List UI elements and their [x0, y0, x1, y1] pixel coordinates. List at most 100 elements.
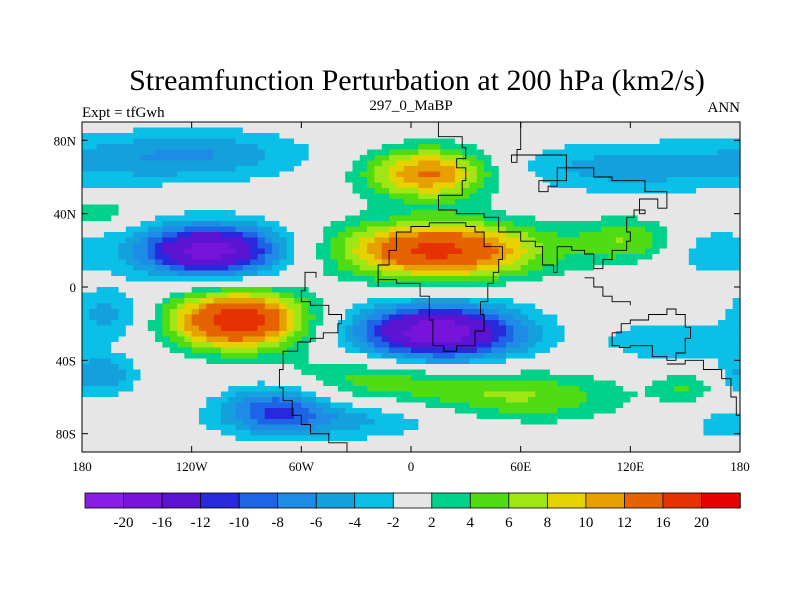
contour-cell: [608, 160, 617, 167]
contour-cell: [330, 276, 339, 283]
contour-cell: [579, 254, 588, 261]
contour-cell: [220, 331, 229, 338]
contour-cell: [659, 369, 668, 376]
contour-cell: [242, 254, 251, 261]
contour-cell: [557, 287, 566, 294]
contour-cell: [630, 303, 639, 310]
contour-cell: [506, 325, 514, 332]
contour-cell: [447, 336, 456, 343]
contour-cell: [155, 254, 164, 261]
contour-cell: [381, 210, 390, 217]
contour-cell: [586, 391, 595, 398]
contour-cell: [396, 281, 405, 288]
contour-cell: [396, 292, 405, 299]
contour-cell: [389, 237, 397, 244]
contour-cell: [688, 182, 697, 189]
contour-cell: [250, 331, 259, 338]
contour-cell: [652, 210, 661, 217]
contour-cell: [586, 122, 595, 129]
contour-cell: [513, 331, 522, 338]
contour-cell: [184, 402, 193, 409]
contour-cell: [564, 232, 573, 239]
contour-cell: [147, 144, 156, 151]
contour-cell: [674, 314, 683, 321]
contour-cell: [162, 138, 171, 145]
contour-cell: [579, 391, 588, 398]
contour-cell: [659, 413, 668, 420]
contour-cell: [608, 397, 617, 404]
contour-cell: [403, 149, 412, 156]
contour-cell: [111, 309, 120, 316]
contour-cell: [96, 391, 105, 398]
contour-cell: [381, 298, 390, 305]
contour-cell: [184, 193, 193, 200]
contour-cell: [644, 380, 653, 387]
contour-cell: [637, 133, 646, 140]
contour-cell: [235, 386, 244, 393]
contour-cell: [235, 347, 244, 354]
contour-cell: [272, 243, 280, 250]
contour-cell: [688, 160, 697, 167]
contour-cell: [681, 215, 690, 222]
contour-cell: [527, 122, 536, 129]
contour-cell: [454, 402, 463, 409]
contour-cell: [250, 386, 259, 393]
contour-cell: [527, 419, 536, 426]
contour-cell: [462, 364, 471, 371]
contour-cell: [337, 270, 346, 277]
contour-cell: [659, 303, 668, 310]
contour-cell: [542, 232, 551, 239]
contour-cell: [315, 270, 324, 277]
contour-cell: [411, 199, 419, 206]
contour-cell: [637, 364, 646, 371]
contour-cell: [703, 254, 712, 261]
contour-cell: [140, 155, 149, 162]
contour-cell: [425, 397, 434, 404]
contour-cell: [220, 380, 229, 387]
contour-cell: [206, 171, 215, 178]
contour-cell: [337, 353, 346, 360]
contour-cell: [593, 122, 602, 129]
contour-cell: [242, 276, 251, 283]
contour-cell: [732, 133, 741, 140]
contour-cell: [264, 204, 273, 211]
contour-cell: [513, 254, 522, 261]
contour-cell: [264, 199, 273, 206]
contour-cell: [177, 287, 185, 294]
contour-cell: [432, 259, 441, 266]
contour-cell: [535, 210, 544, 217]
contour-cell: [140, 193, 149, 200]
contour-cell: [220, 413, 229, 420]
contour-cell: [725, 215, 734, 222]
contour-cell: [718, 358, 726, 365]
contour-cell: [659, 419, 668, 426]
contour-cell: [242, 221, 251, 228]
contour-cell: [213, 309, 222, 316]
contour-cell: [257, 243, 266, 250]
contour-cell: [294, 144, 302, 151]
contour-cell: [242, 298, 251, 305]
contour-cell: [89, 265, 98, 272]
contour-cell: [308, 122, 317, 129]
contour-cell: [696, 369, 705, 376]
contour-cell: [652, 188, 661, 195]
contour-cell: [579, 402, 588, 409]
contour-cell: [718, 248, 726, 255]
contour-cell: [235, 155, 244, 162]
contour-cell: [484, 303, 493, 310]
contour-cell: [579, 364, 588, 371]
contour-cell: [359, 149, 368, 156]
contour-cell: [374, 375, 383, 382]
contour-cell: [615, 122, 624, 129]
contour-cell: [389, 287, 397, 294]
contour-cell: [352, 364, 361, 371]
contour-cell: [469, 325, 478, 332]
contour-cell: [177, 237, 185, 244]
contour-cell: [674, 182, 683, 189]
contour-cell: [630, 353, 639, 360]
contour-cell: [440, 232, 449, 239]
contour-cell: [520, 353, 529, 360]
contour-cell: [184, 325, 193, 332]
contour-cell: [666, 193, 675, 200]
contour-cell: [264, 193, 273, 200]
